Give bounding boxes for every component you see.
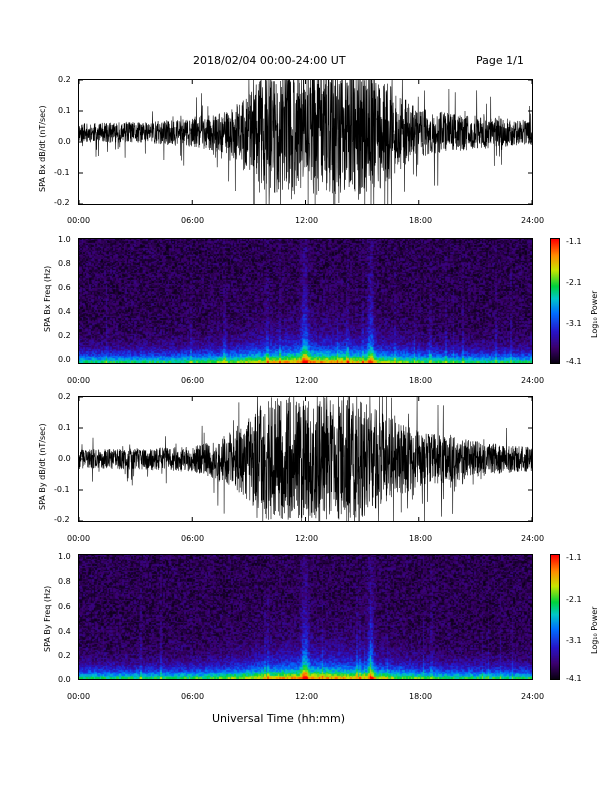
colorbar-by-tick: -2.1 (566, 595, 582, 604)
panel3-ytick: -0.1 (54, 485, 70, 494)
panel4-ytick: 0.2 (58, 651, 71, 660)
panel3-ytick: 0.1 (58, 423, 71, 432)
panel4-xtick: 18:00 (409, 692, 433, 701)
panel2-ytick: 0.0 (58, 355, 71, 364)
panel3-xtick: 24:00 (521, 534, 545, 543)
panel2-xtick: 06:00 (181, 376, 205, 385)
panel4-ytick: 0.0 (58, 675, 71, 684)
panel1-ytick: -0.1 (54, 168, 70, 177)
spectrogram-canvas (79, 239, 532, 363)
panel2-xtick: 24:00 (521, 376, 545, 385)
spectrogram-canvas (79, 555, 532, 679)
series-line (79, 80, 532, 204)
panel1-xtick: 12:00 (295, 216, 319, 225)
panel1-xtick: 24:00 (521, 216, 545, 225)
colorbar-by (550, 554, 560, 680)
colorbar-bx-tick: -3.1 (566, 319, 582, 328)
panel3-xtick: 12:00 (295, 534, 319, 543)
panel1-xtick: 18:00 (409, 216, 433, 225)
panel4-xtick: 06:00 (181, 692, 205, 701)
panel4-ytick: 1.0 (58, 552, 71, 561)
colorbar-bx (550, 238, 560, 364)
colorbar-bx-label: Log₁₀ Power (590, 290, 599, 338)
panel2-ytick: 0.4 (58, 307, 71, 316)
panel2-xtick: 00:00 (67, 376, 91, 385)
panel1-ytick: -0.2 (54, 198, 70, 207)
panel3-ytick: 0.2 (58, 392, 71, 401)
panel2-xtick: 12:00 (295, 376, 319, 385)
panel3-xtick: 06:00 (181, 534, 205, 543)
colorbar-by-tick: -3.1 (566, 636, 582, 645)
time-series-svg (79, 397, 532, 521)
time-series-svg (79, 80, 532, 204)
panel2-ytick: 0.8 (58, 259, 71, 268)
series-line (79, 397, 532, 521)
panel4-ytick: 0.6 (58, 602, 71, 611)
panel3-xtick: 00:00 (67, 534, 91, 543)
by-dbdt-plot (78, 396, 533, 522)
panel3-ytick: -0.2 (54, 515, 70, 524)
colorbar-gradient (551, 555, 559, 679)
panel1-xtick: 00:00 (67, 216, 91, 225)
colorbar-by-label: Log₁₀ Power (590, 606, 599, 654)
x-axis-title: Universal Time (hh:mm) (212, 712, 345, 725)
panel4-ylabel: SPA By Freq (Hz) (43, 585, 52, 652)
panel2-ytick: 1.0 (58, 235, 71, 244)
panel2-ytick: 0.2 (58, 331, 71, 340)
panel2-ylabel: SPA Bx Freq (Hz) (43, 265, 52, 332)
colorbar-by-tick: -1.1 (566, 553, 582, 562)
panel4-ytick: 0.8 (58, 577, 71, 586)
colorbar-by-tick: -4.1 (566, 674, 582, 683)
panel3-ytick: 0.0 (58, 454, 71, 463)
panel4-xtick: 12:00 (295, 692, 319, 701)
date-range-title: 2018/02/04 00:00-24:00 UT (193, 54, 346, 67)
panel3-xtick: 18:00 (409, 534, 433, 543)
colorbar-bx-tick: -2.1 (566, 278, 582, 287)
panel1-xtick: 06:00 (181, 216, 205, 225)
colorbar-gradient (551, 239, 559, 363)
panel2-xtick: 18:00 (409, 376, 433, 385)
bx-dbdt-plot (78, 79, 533, 205)
panel2-ytick: 0.6 (58, 283, 71, 292)
colorbar-bx-tick: -1.1 (566, 237, 582, 246)
page-indicator: Page 1/1 (476, 54, 524, 67)
panel3-ylabel: SPA By dB/dt (nT/sec) (38, 423, 47, 510)
panel1-ytick: 0.2 (58, 75, 71, 84)
panel1-ytick: 0.1 (58, 106, 71, 115)
panel1-ylabel: SPA Bx dB/dt (nT/sec) (38, 105, 47, 192)
panel1-ytick: 0.0 (58, 137, 71, 146)
panel4-xtick: 24:00 (521, 692, 545, 701)
by-spectrogram (78, 554, 533, 680)
panel4-xtick: 00:00 (67, 692, 91, 701)
bx-spectrogram (78, 238, 533, 364)
panel4-ytick: 0.4 (58, 627, 71, 636)
colorbar-bx-tick: -4.1 (566, 357, 582, 366)
